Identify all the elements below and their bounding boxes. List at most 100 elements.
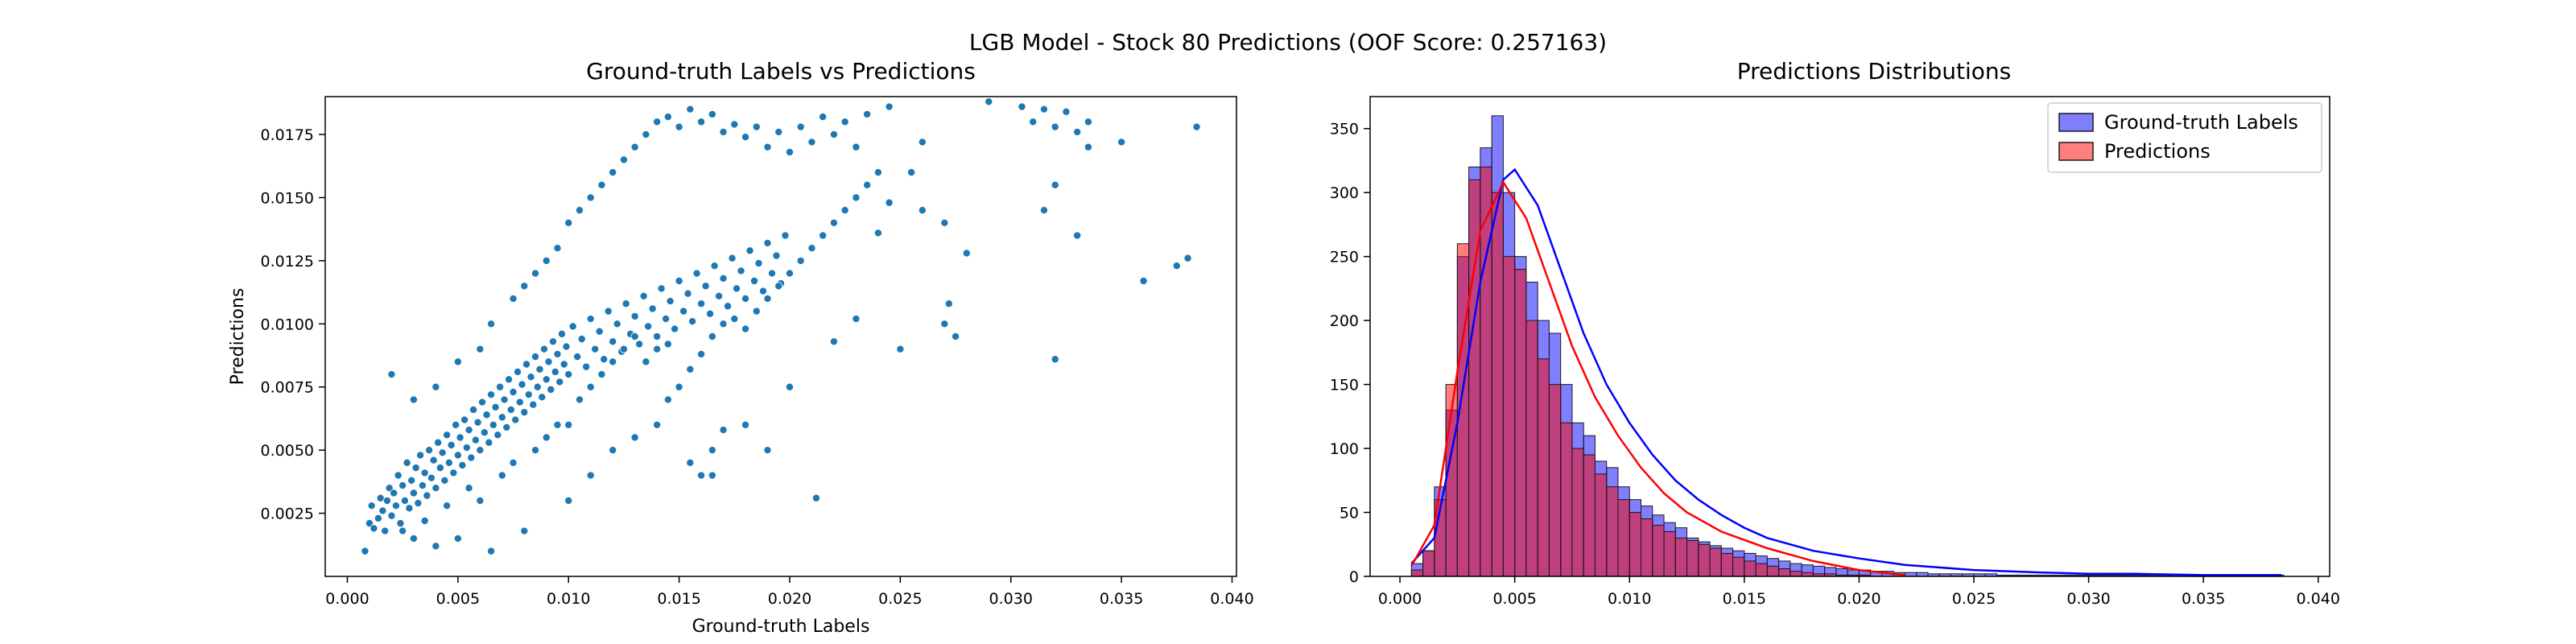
scatter-point bbox=[621, 299, 630, 308]
scatter-point bbox=[829, 218, 838, 227]
histogram-bar bbox=[1606, 486, 1619, 577]
histogram-bar bbox=[1410, 569, 1424, 577]
scatter-point bbox=[564, 496, 573, 505]
scatter-y-tick-label: 0.0150 bbox=[261, 189, 314, 207]
scatter-y-tick-label: 0.0025 bbox=[261, 506, 314, 523]
histogram-x-tick-label: 0.035 bbox=[2182, 590, 2225, 608]
scatter-point bbox=[515, 398, 524, 407]
scatter-point bbox=[487, 390, 496, 399]
scatter-point bbox=[873, 168, 882, 177]
scatter-point bbox=[467, 453, 476, 462]
scatter-point bbox=[538, 393, 547, 402]
scatter-point bbox=[653, 118, 662, 126]
histogram-bar bbox=[1583, 454, 1596, 577]
scatter-point bbox=[630, 433, 639, 442]
scatter-point bbox=[940, 218, 949, 227]
scatter-point bbox=[763, 294, 772, 303]
histogram-x-tick-label: 0.015 bbox=[1723, 590, 1766, 608]
scatter-point bbox=[619, 345, 628, 353]
scatter-point bbox=[962, 249, 971, 258]
scatter-point bbox=[630, 332, 639, 341]
histogram-y-tick-label: 0 bbox=[1349, 568, 1359, 586]
scatter-point bbox=[597, 180, 606, 189]
scatter-point bbox=[752, 307, 761, 316]
scatter-point bbox=[1084, 142, 1092, 151]
histogram-x-tick-label: 0.005 bbox=[1492, 590, 1536, 608]
scatter-point bbox=[526, 373, 535, 382]
scatter-point bbox=[671, 324, 679, 333]
scatter-point bbox=[458, 460, 467, 469]
scatter-point bbox=[730, 120, 739, 129]
scatter-point bbox=[644, 322, 653, 331]
scatter-point bbox=[544, 357, 553, 366]
scatter-point bbox=[464, 426, 473, 435]
scatter-point bbox=[551, 367, 559, 376]
scatter-point bbox=[733, 284, 741, 293]
scatter-point bbox=[431, 542, 440, 551]
scatter-x-tick-label: 0.025 bbox=[878, 590, 922, 608]
scatter-y-tick-label: 0.0075 bbox=[261, 379, 314, 397]
scatter-y-label: Predictions bbox=[228, 288, 248, 386]
scatter-point bbox=[1172, 262, 1181, 270]
scatter-point bbox=[418, 481, 427, 490]
scatter-point bbox=[710, 262, 719, 270]
scatter-point bbox=[381, 526, 390, 535]
kde-line-predictions bbox=[1410, 180, 1905, 576]
histogram-bar bbox=[1560, 422, 1573, 577]
scatter-point bbox=[405, 504, 414, 513]
scatter-point bbox=[586, 471, 595, 480]
scatter-point bbox=[491, 402, 500, 411]
histogram-bar bbox=[1594, 473, 1608, 577]
scatter-point bbox=[387, 370, 396, 379]
scatter-point bbox=[444, 458, 453, 467]
scatter-point bbox=[429, 456, 438, 464]
scatter-point bbox=[531, 446, 540, 455]
scatter-point bbox=[653, 420, 662, 429]
scatter-point bbox=[464, 484, 473, 493]
scatter-point bbox=[708, 471, 716, 480]
scatter-point bbox=[1051, 122, 1059, 131]
scatter-point bbox=[425, 446, 434, 455]
scatter-point bbox=[595, 327, 604, 336]
histogram-bar bbox=[1548, 384, 1562, 577]
scatter-point bbox=[452, 420, 460, 429]
scatter-point bbox=[520, 282, 529, 291]
histogram-y-tick-label: 150 bbox=[1330, 377, 1359, 394]
scatter-point bbox=[522, 360, 531, 369]
scatter-point bbox=[642, 130, 650, 139]
scatter-point bbox=[728, 254, 737, 262]
histogram-bar bbox=[1525, 320, 1538, 577]
scatter-point bbox=[586, 315, 595, 324]
scatter-point bbox=[531, 353, 540, 361]
scatter-point bbox=[476, 496, 485, 505]
scatter-point bbox=[438, 448, 447, 457]
scatter-point bbox=[774, 282, 783, 291]
histogram-bar bbox=[1720, 552, 1734, 577]
scatter-point bbox=[675, 382, 683, 391]
scatter-point bbox=[852, 142, 861, 151]
scatter-point bbox=[568, 322, 577, 331]
scatter-point bbox=[382, 496, 391, 505]
scatter-point bbox=[763, 142, 772, 151]
scatter-point bbox=[449, 469, 458, 477]
histogram-bars-predictions bbox=[1410, 166, 1872, 577]
scatter-point bbox=[724, 302, 733, 311]
scatter-point bbox=[630, 312, 639, 320]
scatter-point bbox=[896, 345, 905, 353]
scatter-point bbox=[642, 357, 650, 366]
scatter-points bbox=[361, 97, 1201, 555]
scatter-point bbox=[476, 446, 485, 455]
scatter-x-tick-label: 0.015 bbox=[657, 590, 700, 608]
histogram-bar bbox=[1790, 571, 1802, 577]
scatter-point bbox=[409, 395, 418, 404]
histogram-bar bbox=[1422, 550, 1435, 577]
histogram-y-tick-label: 300 bbox=[1330, 184, 1359, 202]
scatter-point bbox=[520, 526, 529, 535]
scatter-point bbox=[369, 524, 378, 533]
scatter-point bbox=[487, 547, 496, 555]
histogram-bar bbox=[1686, 539, 1699, 577]
histogram-bar bbox=[1491, 192, 1504, 577]
scatter-point bbox=[469, 405, 478, 414]
scatter-point bbox=[785, 148, 794, 157]
scatter-point bbox=[407, 476, 416, 485]
